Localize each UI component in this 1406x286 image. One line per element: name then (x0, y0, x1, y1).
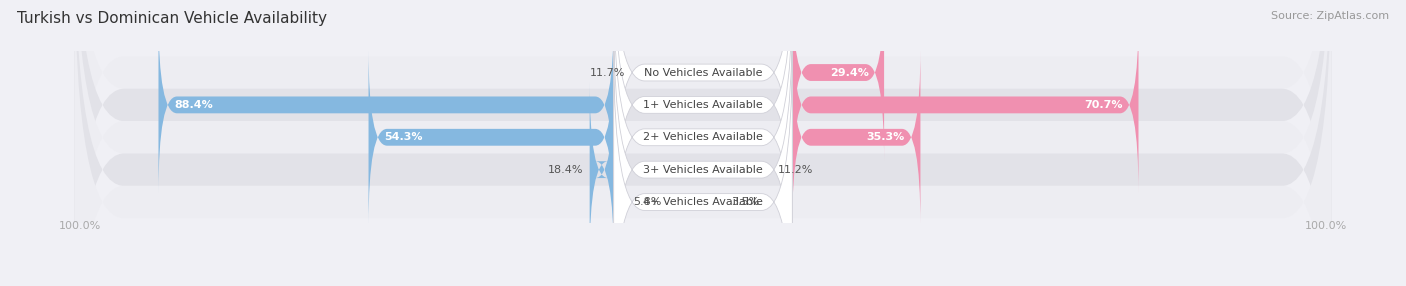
Text: 1+ Vehicles Available: 1+ Vehicles Available (643, 100, 763, 110)
FancyBboxPatch shape (793, 0, 884, 161)
FancyBboxPatch shape (613, 0, 793, 226)
FancyBboxPatch shape (75, 0, 1331, 286)
Text: 54.3%: 54.3% (384, 132, 422, 142)
Text: 2+ Vehicles Available: 2+ Vehicles Available (643, 132, 763, 142)
Text: 5.8%: 5.8% (633, 197, 661, 207)
Legend: Turkish, Dominican: Turkish, Dominican (621, 283, 785, 286)
Text: 100.0%: 100.0% (59, 221, 101, 231)
Text: 18.4%: 18.4% (548, 165, 583, 175)
Text: No Vehicles Available: No Vehicles Available (644, 67, 762, 78)
Text: 11.7%: 11.7% (589, 67, 624, 78)
FancyBboxPatch shape (75, 0, 1331, 286)
Text: 70.7%: 70.7% (1084, 100, 1123, 110)
FancyBboxPatch shape (75, 0, 1331, 286)
Text: 3+ Vehicles Available: 3+ Vehicles Available (643, 165, 763, 175)
FancyBboxPatch shape (75, 0, 1331, 286)
FancyBboxPatch shape (613, 49, 793, 286)
Text: 4+ Vehicles Available: 4+ Vehicles Available (643, 197, 763, 207)
FancyBboxPatch shape (793, 49, 921, 226)
FancyBboxPatch shape (613, 16, 793, 286)
FancyBboxPatch shape (793, 16, 1139, 194)
Text: 35.3%: 35.3% (866, 132, 905, 142)
Text: 100.0%: 100.0% (1305, 221, 1347, 231)
FancyBboxPatch shape (613, 0, 793, 286)
FancyBboxPatch shape (589, 81, 613, 258)
FancyBboxPatch shape (368, 49, 613, 226)
Text: 3.5%: 3.5% (731, 197, 759, 207)
Text: 11.2%: 11.2% (778, 165, 814, 175)
FancyBboxPatch shape (159, 16, 613, 194)
Text: 88.4%: 88.4% (174, 100, 212, 110)
Text: Turkish vs Dominican Vehicle Availability: Turkish vs Dominican Vehicle Availabilit… (17, 11, 326, 26)
Text: 29.4%: 29.4% (830, 67, 869, 78)
FancyBboxPatch shape (613, 0, 793, 258)
Text: Source: ZipAtlas.com: Source: ZipAtlas.com (1271, 11, 1389, 21)
FancyBboxPatch shape (75, 0, 1331, 286)
